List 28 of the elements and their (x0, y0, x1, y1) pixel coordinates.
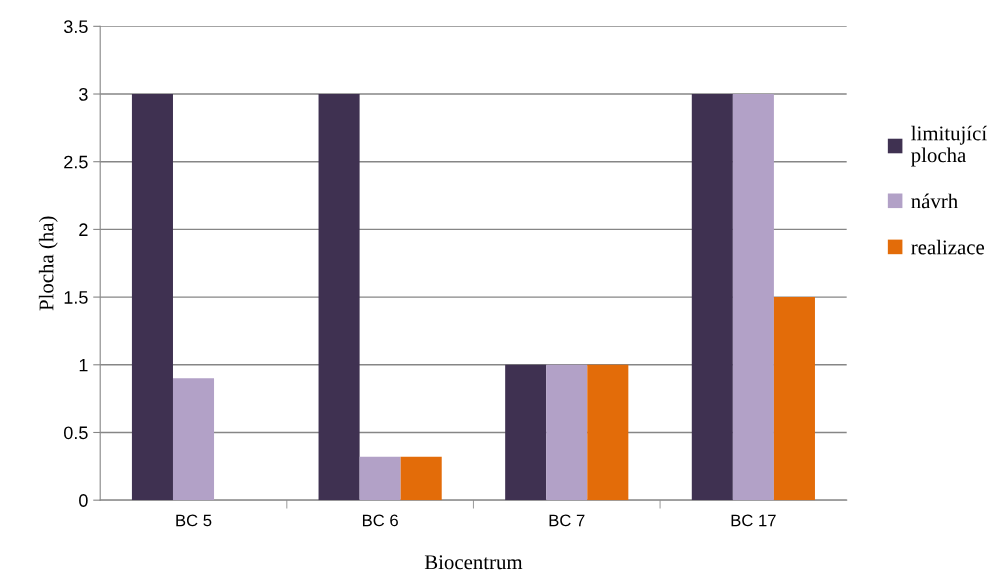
bar (691, 94, 733, 501)
y-tick-label: 1 (79, 358, 88, 372)
legend-label: realizace (911, 239, 985, 255)
y-tick-label: 3.5 (63, 20, 88, 34)
bar (318, 94, 360, 501)
y-tick-label: 3 (79, 87, 88, 101)
x-tick-label: BC 7 (549, 514, 585, 527)
y-tick-label: 0.5 (64, 426, 88, 440)
bar (773, 297, 815, 501)
bar (546, 364, 588, 501)
y-tick-label: 2.5 (64, 155, 88, 169)
y-tick-label: 2 (79, 223, 88, 236)
bar (587, 364, 629, 501)
bar (732, 94, 774, 501)
bar (505, 364, 547, 501)
x-tick-label: BC 5 (176, 514, 212, 527)
y-axis-title: Plocha (ha) (38, 216, 58, 311)
bar (131, 94, 173, 501)
bar (172, 378, 215, 501)
x-axis-title: Biocentrum (424, 555, 523, 570)
legend-label: limitující plocha (911, 125, 987, 167)
x-tick-label: BC 6 (362, 514, 398, 527)
y-tick-label: 1.5 (64, 291, 88, 304)
bar (359, 456, 401, 501)
legend-label: návrh (911, 193, 958, 209)
bar (400, 456, 442, 501)
y-tick-label: 0 (79, 494, 88, 507)
x-tick-label: BC 17 (731, 514, 776, 527)
